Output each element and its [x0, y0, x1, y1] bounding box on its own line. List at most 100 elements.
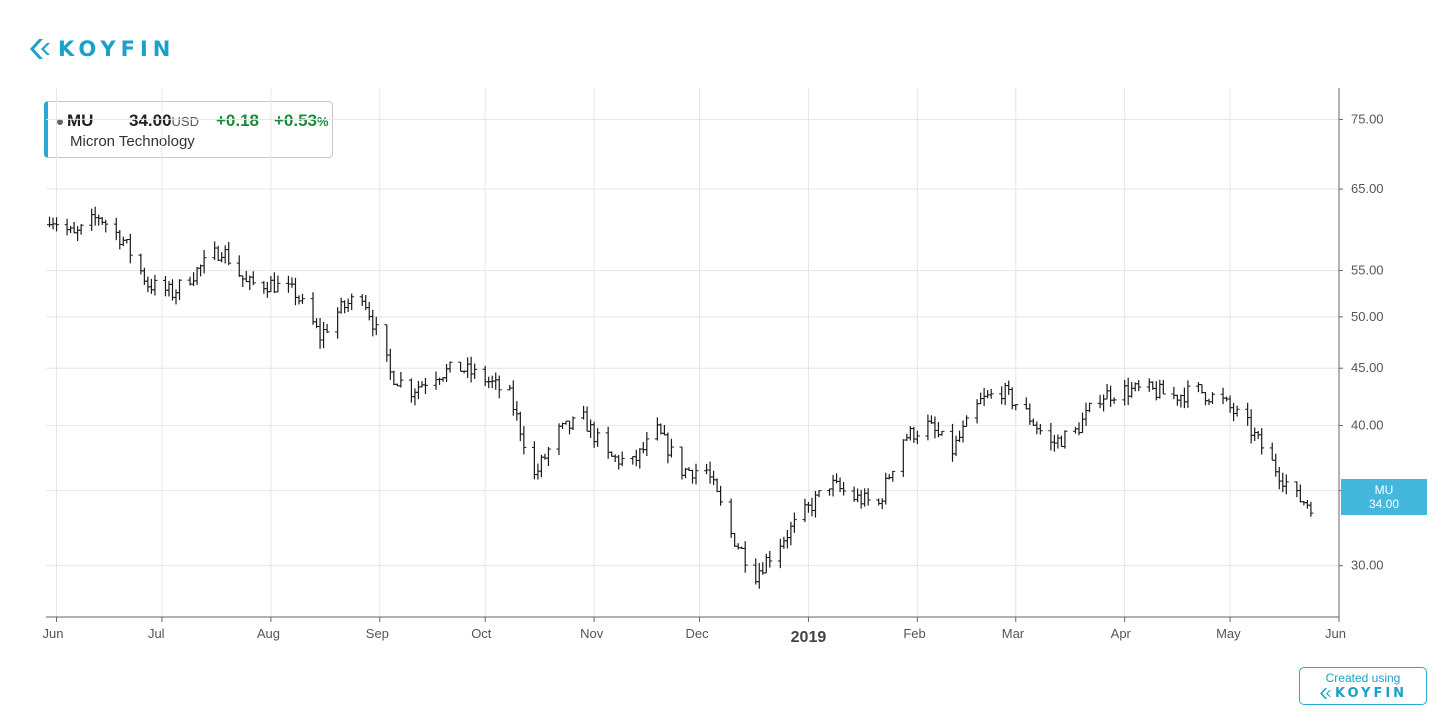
ohlc-bar — [240, 275, 246, 288]
ohlc-bar — [932, 416, 938, 439]
ohlc-bar — [92, 206, 98, 226]
ohlc-bar — [595, 428, 601, 447]
ohlc-bar — [988, 388, 994, 399]
ohlc-bar — [145, 276, 151, 293]
ohlc-bar — [162, 276, 168, 297]
last-price-tag-ticker: MU — [1375, 483, 1394, 497]
x-tick-label: Sep — [366, 626, 389, 641]
ohlc-bar — [1195, 382, 1201, 393]
ohlc-bar — [865, 488, 871, 506]
ohlc-bar — [366, 301, 372, 321]
ohlc-bar — [827, 488, 833, 496]
quote-currency: USD — [171, 114, 199, 129]
ohlc-bar — [415, 380, 421, 400]
ohlc-bar — [788, 521, 794, 546]
ohlc-bar — [349, 293, 355, 311]
ohlc-bar — [271, 272, 277, 294]
ohlc-bar — [668, 438, 674, 458]
ohlc-bar — [1178, 394, 1184, 408]
ohlc-bar — [1231, 402, 1237, 422]
ohlc-bar — [1210, 392, 1216, 404]
created-using-badge[interactable]: Created using KOYFIN — [1299, 667, 1427, 705]
x-tick-label: Nov — [580, 626, 604, 641]
ohlc-bar — [735, 543, 741, 550]
ohlc-bar — [289, 277, 295, 288]
ohlc-bar — [777, 538, 783, 569]
x-tick-label: Mar — [1002, 626, 1025, 641]
x-tick-label: Aug — [257, 626, 280, 641]
last-price-tag: MU 34.00 — [1341, 479, 1427, 515]
ohlc-bar — [876, 498, 882, 506]
ohlc-bar — [177, 279, 183, 300]
ohlc-bar — [637, 448, 643, 469]
logo-text: KOYFIN — [58, 37, 176, 61]
y-tick-label: 55.00 — [1351, 262, 1384, 277]
ohlc-bar — [310, 292, 316, 325]
ohlc-bar — [1280, 472, 1286, 493]
ohlc-bar — [264, 282, 270, 298]
ohlc-bar — [802, 498, 808, 523]
ohlc-bar — [1202, 392, 1208, 406]
ohlc-bar — [148, 278, 154, 294]
ohlc-bar — [1227, 395, 1233, 413]
ohlc-bars — [47, 206, 1314, 589]
ohlc-bar — [387, 348, 393, 380]
ohlc-bar — [422, 377, 428, 394]
ohlc-bar — [1108, 385, 1114, 407]
ohlc-bar — [1248, 409, 1254, 444]
ohlc-bar — [292, 277, 298, 306]
last-price-tag-value: 34.00 — [1369, 497, 1399, 511]
ohlc-bar — [398, 371, 404, 388]
ohlc-bar — [89, 208, 95, 231]
ohlc-bar — [247, 275, 253, 291]
last-price-tag-bg — [1341, 479, 1427, 515]
ohlc-bar — [444, 363, 450, 382]
ohlc-bar — [517, 411, 523, 442]
x-tick-label: May — [1216, 626, 1241, 641]
ohlc-bar — [120, 236, 126, 247]
y-tick-label: 50.00 — [1351, 309, 1384, 324]
ohlc-bar — [222, 245, 228, 264]
ohlc-bar — [545, 447, 551, 467]
ohlc-bar — [1234, 405, 1240, 417]
ohlc-bar — [542, 453, 548, 460]
ohlc-bar — [447, 361, 453, 373]
ohlc-bar — [191, 272, 197, 287]
badge-brand-text: KOYFIN — [1334, 686, 1408, 701]
ohlc-bar — [1301, 501, 1307, 506]
ohlc-bar — [1160, 379, 1166, 395]
ohlc-bar — [1034, 421, 1040, 435]
series-dot-icon — [57, 118, 63, 125]
ohlc-bar — [1072, 426, 1078, 434]
ohlc-bar — [581, 405, 587, 420]
ohlc-bar — [324, 323, 330, 334]
ohlc-bar — [809, 497, 815, 517]
ohlc-bar — [1076, 422, 1082, 436]
koyfin-chevron-icon — [1320, 688, 1331, 699]
ohlc-bar — [521, 426, 527, 455]
y-tick-label: 45.00 — [1351, 360, 1384, 375]
ohlc-bar — [103, 219, 109, 233]
ohlc-bar — [900, 439, 906, 477]
ohlc-bar — [841, 482, 847, 496]
ohlc-bar — [510, 380, 516, 416]
ohlc-bar — [742, 541, 748, 573]
ohlc-bar — [261, 281, 267, 294]
x-tick-label: Oct — [471, 626, 492, 641]
x-tick-label: 2019 — [791, 629, 827, 646]
ohlc-bar — [1283, 474, 1289, 495]
ohlc-bar — [974, 399, 980, 424]
x-tick-label: Feb — [903, 626, 925, 641]
quote-company-name: Micron Technology — [70, 133, 195, 150]
ohlc-bar — [964, 415, 970, 427]
ohlc-bar — [693, 463, 699, 485]
ohlc-bar — [54, 217, 60, 232]
ohlc-bar — [707, 461, 713, 484]
ohlc-bar — [830, 474, 836, 497]
ohlc-bar — [767, 550, 773, 568]
ohlc-bar — [1245, 402, 1251, 426]
ohlc-bar — [1062, 430, 1068, 449]
ohlc-bar — [957, 430, 963, 443]
ohlc-bar — [345, 298, 351, 312]
